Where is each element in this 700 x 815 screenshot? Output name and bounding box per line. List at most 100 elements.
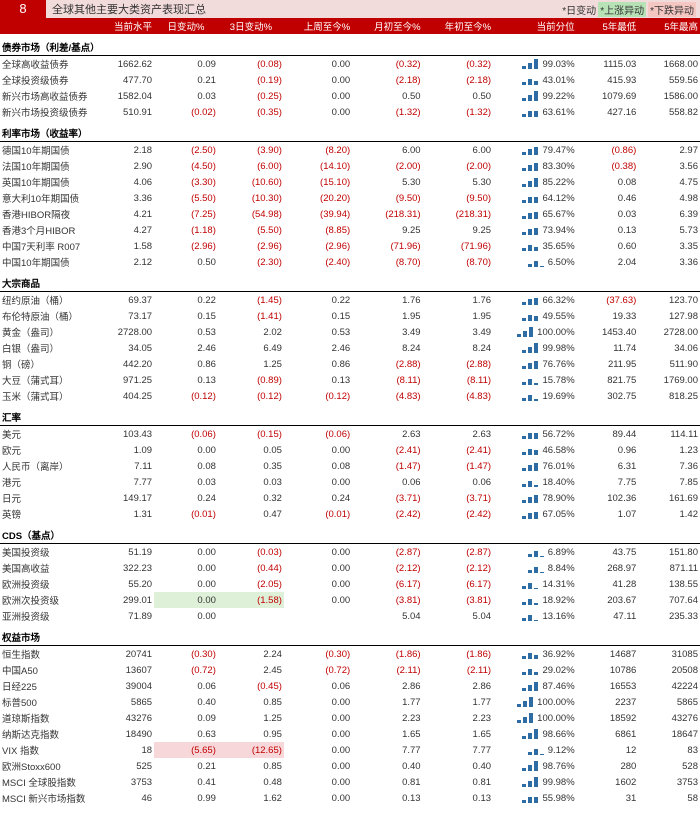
cell: 100.00% [493,324,577,340]
cell: 7.85 [638,474,700,490]
cell: (0.12) [154,388,218,404]
cell: (0.86) [577,142,639,158]
table-row: 全球高收益债券1662.620.09(0.08)0.00(0.32)(0.32)… [0,56,700,72]
cell: (2.96) [284,238,352,254]
table-row: 恒生指数20741(0.30)2.24(0.30)(1.86)(1.86)36.… [0,646,700,662]
cell: 66.32% [493,292,577,308]
cell: 1453.40 [577,324,639,340]
cell: 78.90% [493,490,577,506]
cell: 442.20 [95,356,154,372]
cell: (0.89) [218,372,284,388]
row-name: 人民币（离岸） [0,458,95,474]
section-header: 大宗商品 [0,270,700,292]
cell: 0.60 [577,238,639,254]
cell: 302.75 [577,388,639,404]
cell: (2.42) [423,506,493,522]
cell: (8.70) [352,254,422,270]
cell: 0.41 [154,774,218,790]
cell: 10786 [577,662,639,678]
table-row: 玉米（蒲式耳）404.25(0.12)(0.12)(0.12)(4.83)(4.… [0,388,700,404]
cell: (2.42) [352,506,422,522]
cell: 427.16 [577,104,639,120]
header-row: 8 全球其他主要大类资产表现汇总 *日变动 *上涨异动 *下跌异动 [0,0,700,18]
cell: (8.11) [352,372,422,388]
cell: 0.46 [577,190,639,206]
row-name: VIX 指数 [0,742,95,758]
cell: 76.76% [493,356,577,372]
cell: 15.78% [493,372,577,388]
cell: (0.06) [284,426,352,442]
cell: (0.32) [423,56,493,72]
cell: 0.50 [154,254,218,270]
section-header: 债券市场（利差/基点） [0,34,700,56]
cell: 1668.00 [638,56,700,72]
cell: 1.23 [638,442,700,458]
cell: 4.06 [95,174,154,190]
cell: 0.99 [154,790,218,806]
cell: 89.44 [577,426,639,442]
cell: 19.33 [577,308,639,324]
cell: 149.17 [95,490,154,506]
cell: 6.89% [493,544,577,560]
cell: 73.17 [95,308,154,324]
title-text: 全球其他主要大类资产表现汇总 [52,1,206,17]
table-row: 德国10年期国债2.18(2.50)(3.90)(8.20)6.006.0079… [0,142,700,158]
cell: 13607 [95,662,154,678]
cell: 14.31% [493,576,577,592]
cell: 18.40% [493,474,577,490]
cell: (5.65) [154,742,218,758]
cell: (218.31) [423,206,493,222]
cell: 18 [95,742,154,758]
cell: 0.08 [154,458,218,474]
cell: 1.07 [577,506,639,522]
cell: 58 [638,790,700,806]
legend-day: *日变动 [562,2,596,17]
table-row: 亚洲投资级71.890.005.045.0413.16%47.11235.33 [0,608,700,624]
cell: 2.86 [423,678,493,694]
cell: 1.76 [352,292,422,308]
cell: 0.86 [284,356,352,372]
table-row: 大豆（蒲式耳）971.250.13(0.89)0.13(8.11)(8.11)1… [0,372,700,388]
row-name: 中国10年期国债 [0,254,95,270]
cell: 11.74 [577,340,639,356]
row-name: 香港HIBOR隔夜 [0,206,95,222]
cell: 0.03 [218,474,284,490]
cell: 0.00 [154,442,218,458]
cell: 0.22 [284,292,352,308]
cell: 5.30 [352,174,422,190]
cell: 18490 [95,726,154,742]
cell: 0.00 [284,742,352,758]
cell: 43.75 [577,544,639,560]
cell: 8.84% [493,560,577,576]
cell: (37.63) [577,292,639,308]
cell: 0.00 [284,442,352,458]
table-row: 香港HIBOR隔夜4.21(7.25)(54.98)(39.94)(218.31… [0,206,700,222]
row-name: 欧洲次投资级 [0,592,95,608]
cell: 1602 [577,774,639,790]
cell: 9.25 [352,222,422,238]
cell: 43276 [95,710,154,726]
cell: 404.25 [95,388,154,404]
cell: 5.04 [352,608,422,624]
col-header: 月初至今% [352,18,422,34]
cell: 49.55% [493,308,577,324]
cell: 5.73 [638,222,700,238]
cell: 3.35 [638,238,700,254]
cell: 9.12% [493,742,577,758]
row-name: 意大利10年期国债 [0,190,95,206]
cell: 3.49 [423,324,493,340]
table-row: 意大利10年期国债3.36(5.50)(10.30)(20.20)(9.50)(… [0,190,700,206]
cell: (2.00) [423,158,493,174]
cell: (0.30) [284,646,352,662]
cell: 4.27 [95,222,154,238]
cell: (3.90) [218,142,284,158]
cell: (5.50) [218,222,284,238]
cell: (0.72) [284,662,352,678]
row-name: 铜（磅） [0,356,95,372]
cell: (0.15) [218,426,284,442]
cell: 6.00 [423,142,493,158]
cell: (3.71) [352,490,422,506]
cell: 707.64 [638,592,700,608]
cell: 0.00 [284,726,352,742]
cell: 558.82 [638,104,700,120]
